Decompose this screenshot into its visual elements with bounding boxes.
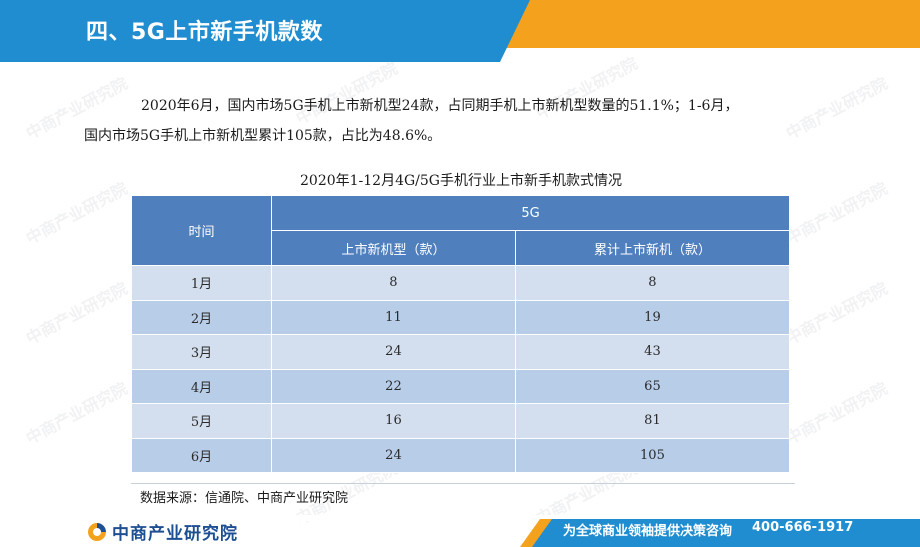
data-source: 数据来源：信通院、中商产业研究院: [140, 491, 349, 506]
page-title: 四、5G上市新手机款数: [86, 20, 323, 45]
intro-line-1: 2020年6月，国内市场5G手机上市新机型24款，占同期手机上市新机型数量的51…: [141, 98, 739, 114]
month-cell: 5月: [131, 403, 272, 439]
table-row: 6月 24 105: [131, 437, 791, 473]
table-row: 3月 24 43: [131, 334, 791, 370]
header-shapes: [0, 0, 920, 62]
table-row: 5月 16 81: [131, 403, 791, 439]
brand-logo: 中商产业研究院: [86, 519, 238, 544]
table-row: 1月 8 8: [131, 265, 791, 301]
watermark: 中商产业研究院: [22, 178, 131, 249]
header-banner: 四、5G上市新手机款数: [0, 0, 920, 62]
cumulative-cell: 65: [514, 368, 791, 404]
cumulative-cell: 19: [514, 299, 791, 335]
new-models-cell: 8: [271, 265, 516, 301]
divider: [131, 483, 795, 484]
new-models-cell: 11: [271, 299, 516, 335]
column-header-5g: 5G: [271, 195, 790, 231]
column-header-time: 时间: [131, 195, 272, 266]
cumulative-cell: 8: [514, 265, 791, 301]
footer-phone: 400-666-1917: [752, 520, 854, 535]
cumulative-cell: 81: [514, 403, 791, 439]
column-header-new-models: 上市新机型（款）: [271, 230, 516, 266]
table-title: 2020年1-12月4G/5G手机行业上市新手机款式情况: [300, 173, 622, 189]
table-row: 4月 22 65: [131, 368, 791, 404]
new-models-cell: 16: [271, 403, 516, 439]
brand-name: 中商产业研究院: [112, 524, 238, 544]
month-cell: 3月: [131, 334, 272, 370]
footer-slogan: 为全球商业领袖提供决策咨询: [563, 524, 733, 539]
zhongshang-logo-icon: [88, 522, 106, 541]
data-table: 时间 5G 上市新机型（款） 累计上市新机（款） 1月 8 8 2月 11 19…: [131, 195, 791, 473]
watermark: 中商产业研究院: [782, 178, 891, 249]
watermark: 中商产业研究院: [782, 278, 891, 349]
month-cell: 2月: [131, 299, 272, 335]
cumulative-cell: 43: [514, 334, 791, 370]
new-models-cell: 24: [271, 437, 516, 473]
intro-paragraph: 2020年6月，国内市场5G手机上市新机型24款，占同期手机上市新机型数量的51…: [84, 91, 824, 151]
watermark: 中商产业研究院: [22, 378, 131, 449]
intro-line-2: 国内市场5G手机上市新机型累计105款，占比为48.6%。: [84, 128, 442, 144]
watermark: 中商产业研究院: [22, 278, 131, 349]
month-cell: 1月: [131, 265, 272, 301]
month-cell: 6月: [131, 437, 272, 473]
watermark: 中商产业研究院: [782, 378, 891, 449]
new-models-cell: 24: [271, 334, 516, 370]
column-header-cumulative: 累计上市新机（款）: [514, 230, 791, 266]
footer-bar: [0, 515, 920, 547]
cumulative-cell: 105: [514, 437, 791, 473]
new-models-cell: 22: [271, 368, 516, 404]
month-cell: 4月: [131, 368, 272, 404]
footer-shapes: [0, 515, 920, 547]
table-row: 2月 11 19: [131, 299, 791, 335]
